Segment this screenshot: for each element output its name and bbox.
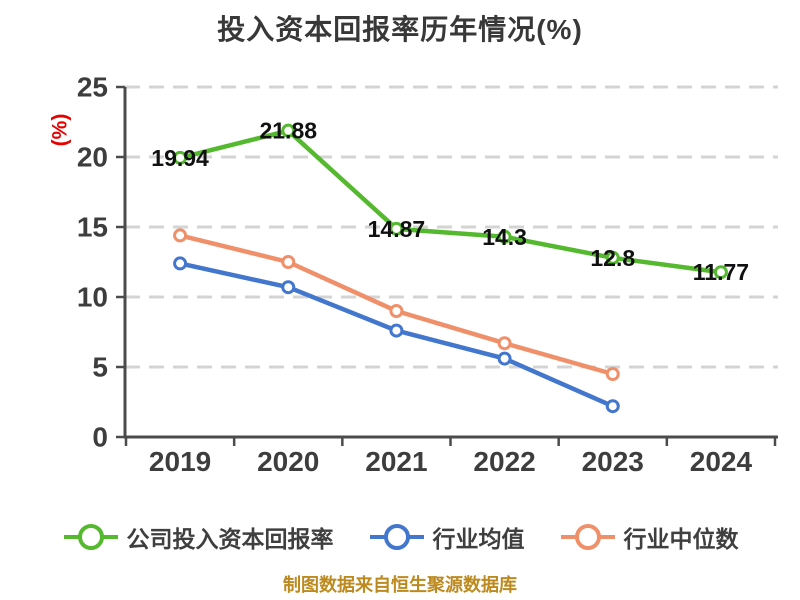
x-tick-label-2019: 2019 [149,446,211,477]
x-tick-label-2023: 2023 [582,446,644,477]
data-point-company-roic-2020 [281,123,296,138]
chart-title: 投入资本回报率历年情况(%) [217,14,583,45]
legend-marker-industry-mean-icon [369,524,424,550]
series [173,123,728,414]
data-point-industry-median-2021 [389,304,404,318]
point-label-company-roic-2021: 14.87 [368,216,426,242]
data-point-industry-median-2023 [605,367,620,381]
data-point-industry-median-2020 [281,255,296,269]
y-tick-label-5: 5 [92,352,108,383]
data-point-industry-mean-2020 [281,280,296,295]
gridlines [125,85,778,369]
data-point-industry-mean-2022 [497,351,512,366]
legend-item-company-roic[interactable]: 公司投入资本回报率 [62,520,334,554]
x-tick-label-2022: 2022 [473,446,535,477]
legend: 公司投入资本回报率 行业均值 行业中位数 [0,520,800,554]
x-tick-label-2021: 2021 [365,446,427,477]
legend-marker-industry-median-icon [560,524,615,550]
data-point-industry-median-2022 [497,336,512,351]
y-tick-label-10: 10 [77,282,108,313]
series-line-company-roic [177,128,724,275]
x-tick-label-2024: 2024 [690,446,753,477]
point-label-company-roic-2024: 11.77 [693,259,749,285]
data-point-company-roic-2023 [605,250,620,265]
y-tick-label-15: 15 [77,212,108,243]
data-point-industry-mean-2021 [389,323,404,338]
point-label-company-roic-2023: 12.8 [590,245,635,271]
legend-label-industry-median: 行业中位数 [623,526,739,552]
data-point-company-roic-2019 [173,150,188,165]
data-point-industry-mean-2019 [173,256,188,271]
legend-label-industry-mean: 行业均值 [432,526,525,552]
data-point-company-roic-2024 [713,265,728,280]
legend-item-industry-mean[interactable]: 行业均值 [368,520,525,554]
footer-note: 制图数据来自恒生聚源数据库 [283,575,517,595]
legend-marker-company-roic-icon [63,524,118,550]
y-tick-label-20: 20 [77,142,108,173]
data-point-industry-median-2019 [173,228,188,243]
data-point-company-roic-2021 [389,221,404,236]
axes: 0 5 10 15 20 25 2019 2020 2021 2022 2023 2024 [77,72,778,477]
point-label-company-roic-2022: 14.3 [482,224,527,250]
data-point-industry-mean-2023 [605,399,620,414]
legend-label-company-roic: 公司投入资本回报率 [126,526,334,552]
data-point-company-roic-2022 [497,229,512,244]
point-label-company-roic-2019: 19.94 [151,145,209,171]
x-tick-label-2020: 2020 [257,446,319,477]
point-labels: 19.94 21.88 14.87 14.3 12.8 11.77 [151,118,749,286]
y-tick-label-25: 25 [77,72,108,103]
y-tick-label-0: 0 [92,422,108,453]
point-label-company-roic-2020: 21.88 [259,118,317,144]
legend-item-industry-median[interactable]: 行业中位数 [559,520,739,554]
